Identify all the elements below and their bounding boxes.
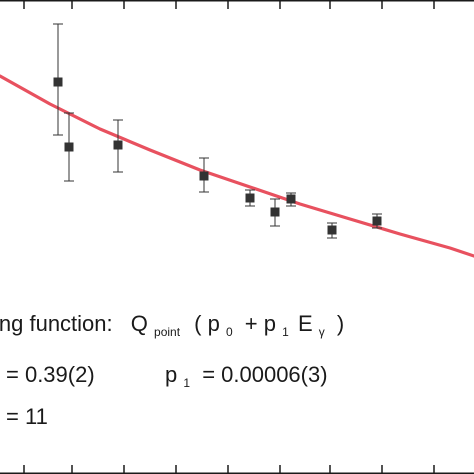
data-point-6 [270,207,280,217]
p1-value: p 1 = 0.00006(3) [165,362,328,392]
data-point-3 [113,140,123,150]
data-point-9 [372,216,382,226]
data-point-8 [327,225,337,235]
data-point-7 [286,194,296,204]
data-point-5 [245,193,255,203]
error-bars [53,23,382,239]
fit-function-label: ing function: Q point ( p 0 + p 1 E γ ) [0,311,344,341]
n-value: = 11 [6,404,48,429]
data-point-4 [199,171,209,181]
data-point-2 [64,142,74,152]
fit-annotation: ing function: Q point ( p 0 + p 1 E γ ) … [0,311,344,429]
fit-curve-group [0,74,474,258]
data-point-1 [53,77,63,87]
fit-curve [0,74,474,258]
axis-ticks [23,0,435,474]
p0-value: = 0.39(2) [6,362,95,387]
data-points [53,77,382,235]
